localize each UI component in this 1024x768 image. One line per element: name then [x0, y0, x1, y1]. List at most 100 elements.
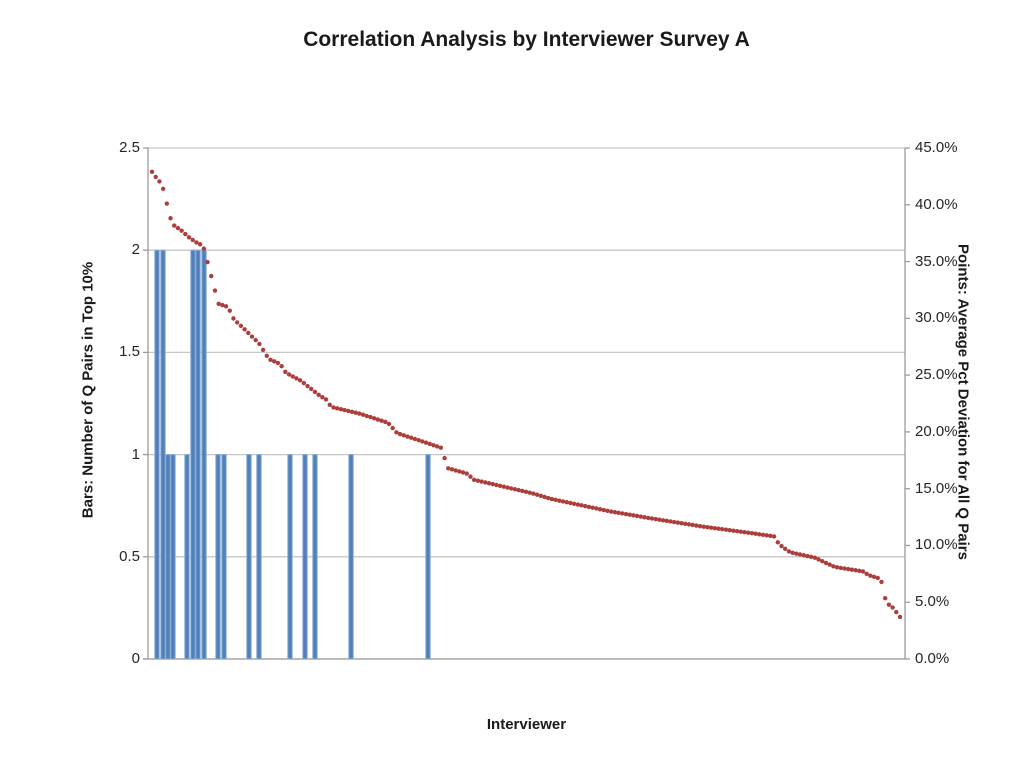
scatter-point: [897, 614, 903, 620]
scatter-point: [194, 240, 199, 245]
chart-title: Correlation Analysis by Interviewer Surv…: [303, 28, 750, 51]
scatter-point: [401, 433, 407, 438]
right-axis-title: Points: Average Pct Deviation for All Q …: [954, 244, 972, 560]
scatter-point: [175, 225, 181, 231]
scatter-point: [542, 494, 547, 500]
scatter-point: [316, 392, 321, 398]
scatter-point: [601, 507, 606, 513]
scatter-point: [653, 516, 658, 522]
scatter-point: [775, 540, 781, 545]
scatter-point: [564, 500, 569, 505]
bar: [215, 454, 221, 660]
scatter-point: [779, 543, 784, 549]
scatter-point: [405, 434, 410, 439]
right-axis-tick-label: 5.0%: [915, 593, 950, 611]
scatter-point: [823, 560, 829, 566]
scatter-point: [420, 439, 425, 444]
scatter-point: [820, 559, 825, 564]
bar: [195, 249, 201, 660]
scatter-point: [671, 519, 677, 525]
scatter-point: [523, 489, 529, 495]
scatter-point: [516, 487, 521, 493]
bar: [221, 454, 227, 660]
scatter-point: [331, 405, 336, 410]
scatter-point: [409, 435, 414, 440]
scatter-point: [808, 554, 814, 560]
scatter-point: [483, 480, 488, 485]
scatter-point: [694, 523, 699, 528]
scatter-point: [771, 534, 777, 539]
scatter-point: [623, 511, 629, 517]
scatter-point: [442, 455, 447, 461]
left-axis-tick-label: 2: [131, 241, 140, 259]
scatter-point: [153, 174, 158, 180]
scatter-point: [327, 402, 332, 408]
scatter-point: [249, 334, 255, 339]
scatter-point: [475, 478, 481, 483]
scatter-point: [842, 566, 847, 571]
scatter-point: [760, 532, 766, 537]
scatter-point: [794, 551, 799, 556]
scatter-point: [460, 470, 466, 475]
scatter-point: [583, 503, 588, 509]
scatter-point: [186, 235, 192, 240]
scatter-point: [649, 516, 655, 521]
scatter-point: [446, 466, 451, 471]
scatter-point: [857, 568, 862, 574]
scatter-point: [679, 521, 684, 526]
scatter-point: [660, 518, 666, 523]
scatter-point: [205, 259, 210, 265]
right-axis-tick-label: 45.0%: [915, 139, 958, 156]
scatter-point: [520, 488, 525, 494]
scatter-point: [734, 528, 740, 534]
scatter-point: [283, 369, 288, 375]
scatter-point: [301, 380, 307, 386]
scatter-point: [708, 525, 714, 530]
scatter-point: [349, 409, 355, 415]
scatter-point: [864, 571, 869, 577]
scatter-point: [309, 386, 314, 392]
scatter-point: [172, 223, 177, 228]
scatter-point: [512, 487, 518, 492]
scatter-point: [586, 504, 592, 510]
scatter-point: [579, 503, 584, 508]
scatter-point: [549, 496, 555, 502]
scatter-point: [868, 573, 873, 578]
scatter-point: [745, 530, 751, 535]
scatter-point: [882, 596, 888, 601]
scatter-point: [197, 242, 203, 247]
scatter-point: [616, 510, 621, 516]
scatter-point: [705, 524, 710, 530]
scatter-point: [457, 469, 462, 474]
scatter-point: [257, 341, 262, 347]
scatter-point: [479, 479, 484, 484]
scatter-point: [720, 526, 725, 532]
left-axis-tick-label: 2.5: [119, 139, 140, 156]
scatter-point: [575, 502, 581, 507]
scatter-point: [664, 518, 669, 524]
scatter-point: [494, 482, 499, 488]
scatter-point: [346, 408, 351, 414]
scatter-point: [423, 440, 429, 445]
bar: [302, 454, 308, 660]
scatter-point: [701, 524, 706, 529]
bar: [425, 454, 431, 660]
scatter-point: [875, 575, 880, 581]
scatter-point: [631, 513, 636, 518]
bar: [160, 249, 166, 660]
scatter-point: [253, 337, 258, 343]
scatter-point: [342, 407, 347, 413]
scatter-point: [894, 609, 899, 615]
bar: [287, 454, 293, 660]
scatter-point: [227, 308, 232, 313]
scatter-point: [553, 497, 558, 503]
scatter-point: [634, 513, 640, 519]
scatter-point: [246, 330, 251, 336]
scatter-point: [438, 445, 444, 450]
scatter-point: [620, 511, 625, 516]
scatter-point: [449, 467, 455, 472]
scatter-point: [723, 527, 729, 532]
scatter-point: [697, 523, 703, 529]
scatter-point: [797, 552, 803, 557]
scatter-point: [816, 557, 821, 562]
